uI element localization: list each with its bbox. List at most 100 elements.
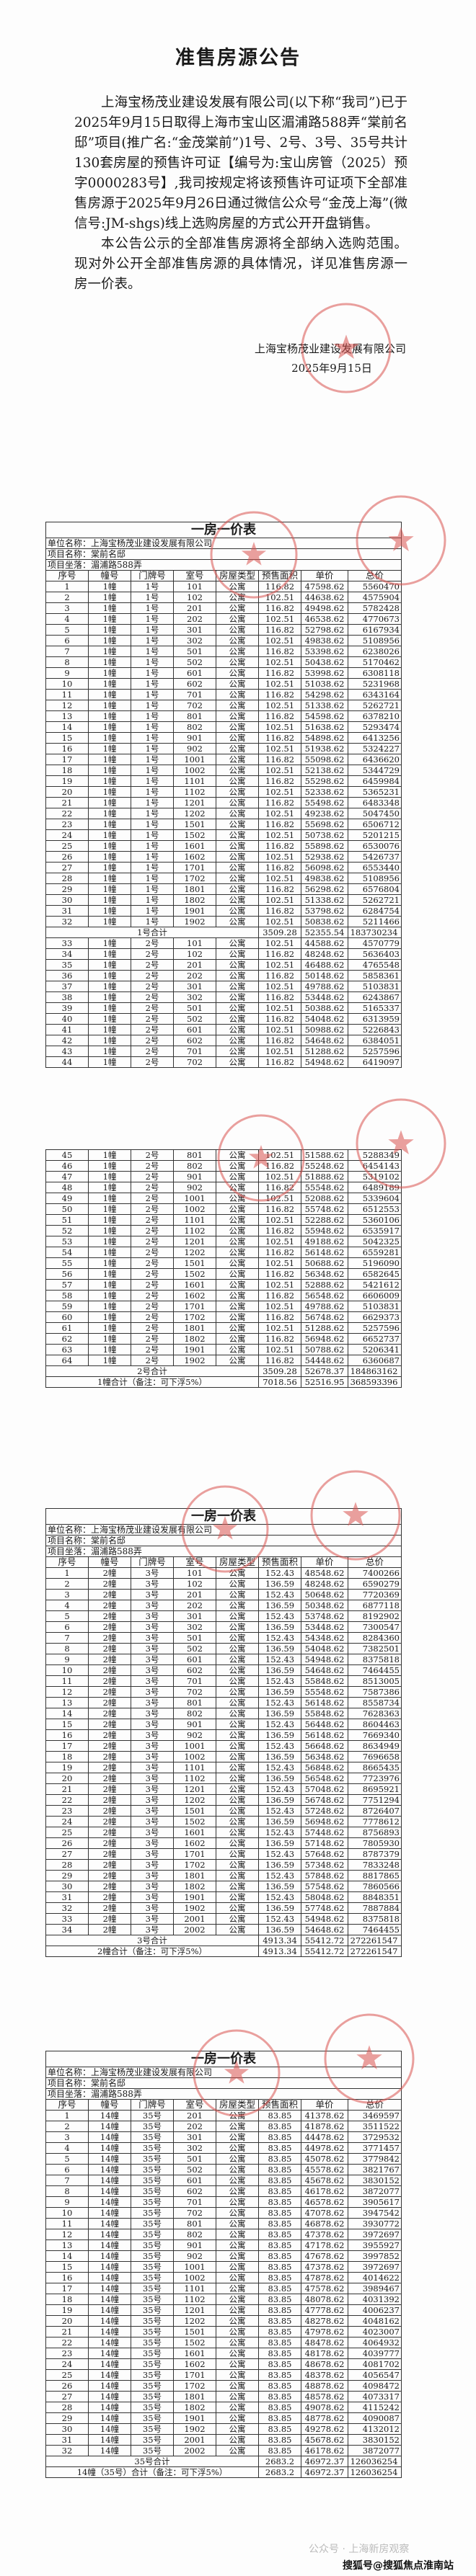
table-cell: 14幢 (89, 2197, 131, 2207)
table-row: 11 14幢 35号 801 公寓 83.85 46878.62 3930772 (46, 2219, 401, 2229)
table-cell: 1幢 (89, 852, 131, 862)
table-cell: 公寓 (216, 1568, 259, 1578)
table-cell: 14幢 (89, 2359, 131, 2369)
table-cell: 1号 (131, 808, 174, 819)
table-cell: 14幢 (89, 2413, 131, 2423)
table-cell: 35号 (131, 2305, 174, 2315)
table-cell: 116.82 (259, 1334, 301, 1344)
table-cell: 152.43 (259, 1871, 301, 1881)
table-cell: 1幢 (89, 1215, 131, 1225)
table-cell: 15 (46, 733, 89, 743)
table-cell: 6313959 (362, 1014, 400, 1024)
table-cell: 14幢 (89, 2186, 131, 2196)
table-cell: 152.43 (259, 1762, 301, 1773)
table-cell: 14幢 (89, 2121, 131, 2131)
table-cell: 14幢 (89, 2240, 131, 2250)
table-cell: 14幢 (89, 2392, 131, 2402)
table-cell: 公寓 (216, 1925, 259, 1935)
subtotal-total-price: 184863162 (350, 1366, 398, 1376)
table-cell: 1幢 (89, 949, 131, 959)
table-cell: 5170462 (362, 657, 400, 667)
table-cell: 601 (174, 668, 216, 678)
table-cell: 116.82 (259, 1355, 301, 1365)
table-cell: 3号 (131, 1590, 174, 1600)
table-cell: 3号 (131, 1817, 174, 1827)
table-cell: 3号 (131, 1600, 174, 1610)
table-row: 3 1幢 1号 201 公寓 116.82 49498.62 5782428 (46, 603, 401, 614)
notice-paragraph: 本公告公示的全部准售房源将全部纳入选购范围。现对外公开全部准售房源的具体情况，详… (74, 236, 407, 292)
table-row: 45 1幢 2号 801 公寓 102.51 51588.62 5288349 (46, 1150, 401, 1161)
table-cell: 公寓 (216, 2413, 259, 2423)
table-cell: 2号 (131, 1025, 174, 1035)
table-cell: 公寓 (216, 1161, 259, 1171)
table-cell: 136.59 (259, 1773, 301, 1783)
table-cell: 公寓 (216, 1860, 259, 1870)
table-cell: 101 (174, 938, 216, 948)
table-cell: 公寓 (216, 1014, 259, 1024)
table-cell: 102.51 (259, 744, 301, 754)
table-cell: 102.51 (259, 592, 301, 602)
table-cell: 公寓 (216, 2381, 259, 2391)
table-cell: 11 (46, 2219, 89, 2229)
table-cell: 公寓 (216, 1323, 259, 1333)
subtotal-unit-price: 55412.72 (301, 1935, 348, 1946)
table-cell: 41878.62 (301, 2121, 348, 2131)
table-row: 8 1幢 1号 502 公寓 102.51 50438.62 5170462 (46, 657, 401, 668)
table-cell: 14幢 (89, 2111, 131, 2121)
table-cell: 102.51 (259, 1046, 301, 1056)
table-cell: 1101 (174, 2283, 216, 2294)
table-cell: 50688.62 (301, 1258, 348, 1268)
table-cell: 102.51 (259, 722, 301, 732)
table-cell: 1号 (131, 592, 174, 602)
table-row: 40 1幢 2号 502 公寓 116.82 54048.62 6313959 (46, 1014, 401, 1025)
column-header: 预售面积 (259, 571, 301, 581)
table-cell: 4 (46, 2143, 89, 2153)
table-cell: 公寓 (216, 679, 259, 689)
table-cell: 公寓 (216, 1579, 259, 1589)
table-cell: 116.82 (259, 711, 301, 721)
table-cell: 1号 (131, 636, 174, 646)
table-cell: 152.43 (259, 1784, 301, 1794)
table-row: 21 2幢 3号 1201 公寓 152.43 57048.62 8695921 (46, 1784, 401, 1795)
table-cell: 5231968 (362, 679, 400, 689)
table-cell: 1幢 (89, 733, 131, 743)
table-row: 22 1幢 1号 1202 公寓 102.51 49238.62 5047450 (46, 808, 401, 819)
subtotal-label: 35号合计 (46, 2456, 259, 2466)
table-cell: 1幢 (89, 1312, 131, 1322)
table-cell: 3号 (131, 1838, 174, 1848)
table-cell: 102.51 (259, 917, 301, 927)
table-cell: 1幢 (89, 1345, 131, 1355)
table-cell: 35号 (131, 2370, 174, 2380)
table-cell: 2幢 (89, 1708, 131, 1719)
table-cell: 35号 (131, 2121, 174, 2131)
table-cell: 2幢 (89, 1579, 131, 1589)
price-table-1: 一房一价表 单位名称：上海宝杨茂业建设发展有限公司 项目名称：棠前名邸 项目坐落：湄浦… (45, 522, 402, 1068)
column-header: 幢号 (89, 2100, 131, 2110)
table-cell: 1幢 (89, 1182, 131, 1193)
table-cell: 45678.62 (301, 2435, 348, 2445)
column-header: 幢号 (89, 571, 131, 581)
table-cell: 3779842 (362, 2154, 400, 2164)
table-cell: 1幢 (89, 776, 131, 786)
table-cell: 1幢 (89, 808, 131, 819)
table-cell: 1 (46, 581, 89, 592)
table-cell: 83.85 (259, 2111, 301, 2121)
table-cell: 83.85 (259, 2305, 301, 2315)
table-row: 54 1幢 2号 1202 公寓 116.82 56148.62 6559281 (46, 1247, 401, 1258)
column-header: 单价 (301, 1557, 348, 1567)
table-cell: 2幢 (89, 1817, 131, 1827)
table-cell: 116.82 (259, 906, 301, 916)
table-cell: 7628363 (362, 1708, 400, 1719)
table-cell: 47778.62 (301, 2305, 348, 2315)
table-cell: 3号 (131, 1687, 174, 1697)
table-cell: 56298.62 (301, 884, 348, 894)
table-cell: 102.51 (259, 636, 301, 646)
table-row: 33 1幢 2号 101 公寓 102.51 44588.62 4570779 (46, 938, 401, 949)
table-cell: 102 (174, 592, 216, 602)
table-cell: 902 (174, 1730, 216, 1740)
table-cell: 19 (46, 776, 89, 786)
table-cell: 10 (46, 1665, 89, 1675)
table-cell: 2号 (131, 1226, 174, 1236)
table-row: 25 2幢 3号 1601 公寓 152.43 57448.62 8756893 (46, 1827, 401, 1838)
table-cell: 502 (174, 2165, 216, 2175)
